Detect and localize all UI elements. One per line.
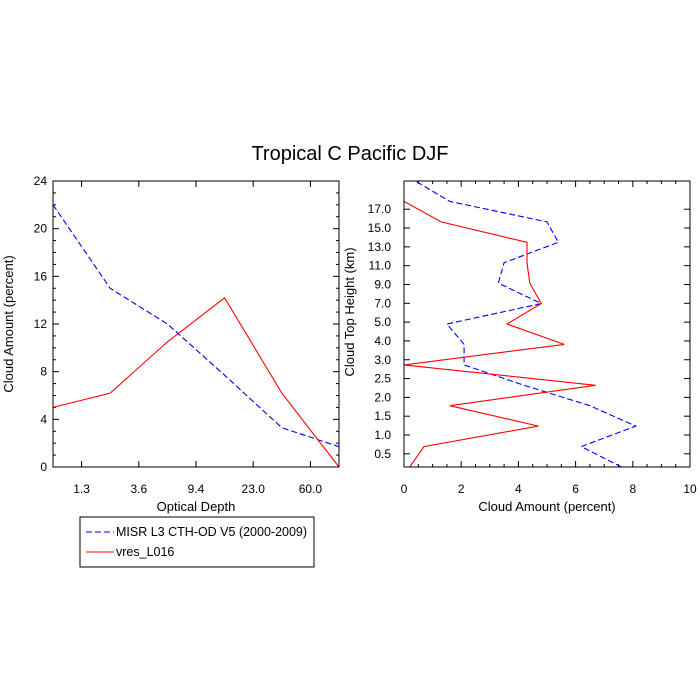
- left-y-axis-label: Cloud Amount (percent): [1, 255, 16, 392]
- chart-title: Tropical C Pacific DJF: [251, 143, 448, 165]
- legend-label-model: vres_L016: [116, 545, 174, 559]
- left-series-misr: [53, 205, 339, 447]
- right-y-tick-label: 2.5: [374, 372, 391, 386]
- right-x-tick-label: 0: [401, 482, 408, 496]
- right-y-tick-label: 0.5: [374, 447, 391, 461]
- right-panel: 0.5 1.0 1.5 2.0 2.5 3.0 4.0 5.0 7.0 9.0 11.0 13.0 15…: [342, 181, 697, 514]
- right-y-tick-label: 11.0: [369, 259, 392, 273]
- left-x-tick-label: 23.0: [242, 482, 266, 496]
- left-y-tick-label: 16: [34, 269, 48, 283]
- left-x-tick-label: 1.3: [73, 482, 90, 496]
- right-y-tick-label: 15.0: [368, 221, 392, 235]
- right-plot-frame: [404, 181, 690, 467]
- right-y-tick-label: 7.0: [374, 296, 391, 310]
- left-y-tick-label: 24: [34, 174, 48, 188]
- right-x-axis-label: Cloud Amount (percent): [478, 499, 615, 514]
- left-x-tick-label: 3.6: [130, 482, 147, 496]
- left-series: [53, 205, 339, 467]
- left-y-tick-label: 20: [34, 222, 48, 236]
- left-series-model: [53, 298, 339, 467]
- right-y-axis-label: Cloud Top Height (km): [342, 247, 357, 376]
- right-axis-ticks: 0.5 1.0 1.5 2.0 2.5 3.0 4.0 5.0 7.0 9.0 11.0 13.0 15…: [368, 181, 697, 496]
- right-y-tick-label: 1.5: [374, 409, 391, 423]
- left-plot-frame: [53, 181, 339, 467]
- right-y-tick-label: 9.0: [374, 277, 391, 291]
- right-y-tick-label: 5.0: [374, 315, 391, 329]
- right-y-tick-label: 4.0: [374, 334, 391, 348]
- left-x-tick-label: 60.0: [299, 482, 323, 496]
- right-x-tick-label: 8: [629, 482, 636, 496]
- right-y-tick-label: 13.0: [368, 240, 392, 254]
- right-y-tick-label: 1.0: [374, 428, 391, 442]
- right-series-model: [390, 181, 596, 467]
- legend-label-misr: MISR L3 CTH-OD V5 (2000-2009): [116, 525, 307, 539]
- legend: MISR L3 CTH-OD V5 (2000-2009) vres_L016: [80, 517, 314, 567]
- right-x-tick-label: 4: [515, 482, 522, 496]
- right-x-tick-label: 2: [458, 482, 465, 496]
- left-y-tick-label: 12: [34, 317, 48, 331]
- left-panel: 0 4 8 12 16 20 24 1.3 3.6 9.4 23.0 60.0 Optical Dep…: [1, 174, 339, 514]
- left-y-tick-label: 8: [40, 365, 47, 379]
- right-x-tick-label: 6: [572, 482, 579, 496]
- left-axis-ticks: 0 4 8 12 16 20 24 1.3 3.6 9.4 23.0 60.0: [34, 174, 339, 496]
- left-x-tick-label: 9.4: [188, 482, 205, 496]
- right-y-tick-label: 2.0: [374, 390, 391, 404]
- left-x-axis-label: Optical Depth: [157, 499, 236, 514]
- right-y-tick-label: 17.0: [368, 202, 392, 216]
- right-series: [390, 181, 636, 467]
- left-y-tick-label: 4: [40, 412, 47, 426]
- right-y-tick-label: 3.0: [374, 353, 391, 367]
- left-y-tick-label: 0: [40, 460, 47, 474]
- right-x-tick-label: 10: [683, 482, 697, 496]
